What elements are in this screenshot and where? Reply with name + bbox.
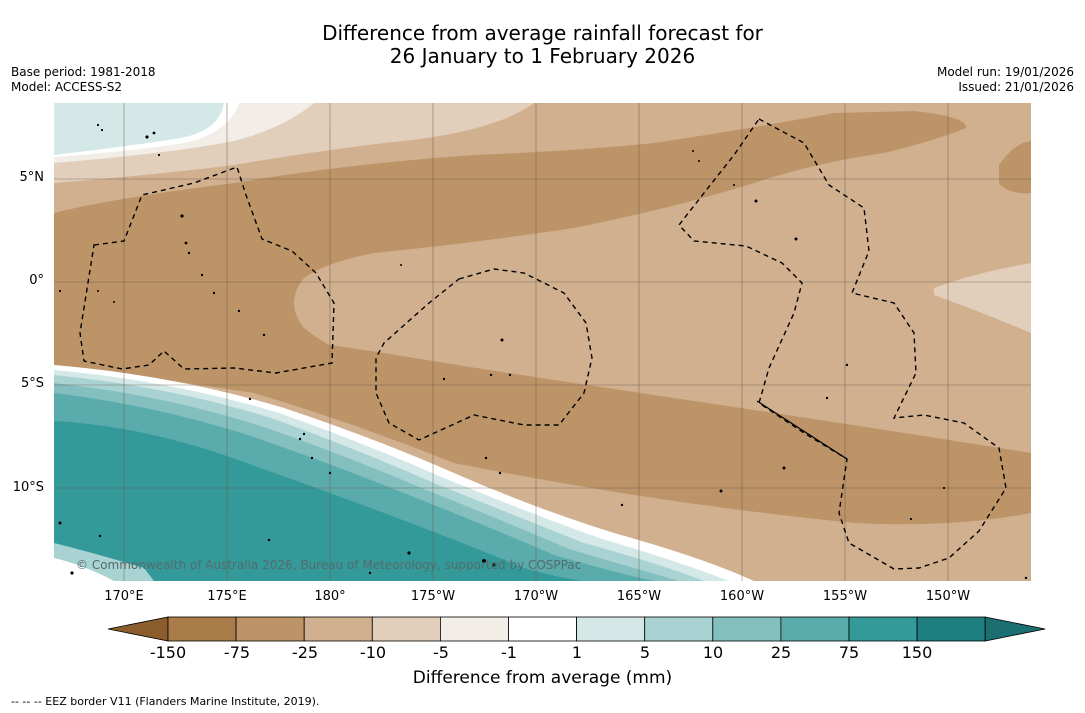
cb-tick-6: 1 bbox=[571, 643, 583, 662]
colorbar-cell-5 bbox=[508, 616, 577, 642]
cb-tick-9: 25 bbox=[770, 643, 792, 662]
band-south-dry bbox=[54, 303, 1031, 525]
lat-label-5s: 5°S bbox=[20, 376, 44, 391]
lon-label-180: 180° bbox=[314, 589, 346, 604]
lon-label-160w: 160°W bbox=[719, 589, 765, 604]
cb-tick-0: -150 bbox=[149, 643, 187, 662]
colorbar-cell-1 bbox=[235, 616, 305, 642]
lon-label-150w: 150°W bbox=[925, 589, 971, 604]
lon-label-170w: 170°W bbox=[513, 589, 559, 604]
colorbar-label: Difference from average (mm) bbox=[412, 668, 673, 688]
lon-label-170e: 170°E bbox=[104, 589, 144, 604]
colorbar bbox=[107, 616, 1046, 642]
band-sw-white bbox=[54, 558, 114, 581]
cb-tick-3: -10 bbox=[359, 643, 387, 662]
rainfall-map bbox=[54, 103, 1031, 581]
colorbar-cell-10 bbox=[848, 616, 918, 642]
lon-label-175w: 175°W bbox=[410, 589, 456, 604]
eez-footer-note: -- -- -- EEZ border V11 (Flanders Marine… bbox=[11, 695, 320, 708]
colorbar-cell-0 bbox=[167, 616, 237, 642]
cb-tick-4: -5 bbox=[433, 643, 449, 662]
map-title: Difference from average rainfall forecas… bbox=[0, 22, 1085, 68]
cb-tick-11: 150 bbox=[901, 643, 933, 662]
colorbar-cell-2 bbox=[303, 616, 373, 642]
cb-tick-5: -1 bbox=[501, 643, 517, 662]
meta-left: Base period: 1981-2018 Model: ACCESS-S2 bbox=[11, 65, 156, 95]
lat-label-5n: 5°N bbox=[19, 170, 45, 185]
colorbar-cell-6 bbox=[576, 616, 646, 642]
graticule bbox=[54, 103, 1031, 581]
colorbar-cell-9 bbox=[780, 616, 850, 642]
eez-borders bbox=[79, 118, 1007, 570]
band-north-dry bbox=[54, 111, 967, 365]
model-run: Model run: 19/01/2026 bbox=[936, 65, 1074, 79]
title-line-2: 26 January to 1 February 2026 bbox=[389, 44, 696, 68]
colorbar-cell-3 bbox=[371, 616, 441, 642]
lon-label-175e: 175°E bbox=[207, 589, 247, 604]
band-east-light bbox=[934, 263, 1031, 333]
lon-label-165w: 165°W bbox=[616, 589, 662, 604]
issued-date: Issued: 21/01/2026 bbox=[958, 80, 1074, 94]
band-top-teal bbox=[54, 103, 224, 155]
cb-tick-7: 5 bbox=[639, 643, 651, 662]
lat-label-0: 0° bbox=[29, 273, 44, 288]
cb-tick-8: 10 bbox=[702, 643, 724, 662]
cb-tick-2: -25 bbox=[291, 643, 319, 662]
lon-label-155w: 155°W bbox=[822, 589, 868, 604]
band-east-patch bbox=[999, 141, 1031, 194]
colorbar-cell-7 bbox=[644, 616, 714, 642]
eez-line-islands bbox=[678, 118, 1007, 570]
colorbar-cell-4 bbox=[439, 616, 509, 642]
meta-right: Model run: 19/01/2026 Issued: 21/01/2026 bbox=[937, 65, 1074, 95]
eez-phoenix bbox=[375, 268, 593, 441]
eez-kiribati-gilberts bbox=[79, 166, 335, 374]
base-period: Base period: 1981-2018 bbox=[11, 65, 156, 79]
colorbar-cell-8 bbox=[712, 616, 782, 642]
lat-label-10s: 10°S bbox=[12, 480, 44, 495]
cb-tick-10: 75 bbox=[838, 643, 860, 662]
band-wet-6 bbox=[54, 421, 584, 581]
model-name: Model: ACCESS-S2 bbox=[11, 80, 123, 94]
island-dots bbox=[58, 123, 1028, 580]
copyright-notice: © Commonwealth of Australia 2026, Bureau… bbox=[76, 558, 582, 572]
colorbar-extend-high bbox=[984, 616, 1046, 642]
title-line-1: Difference from average rainfall forecas… bbox=[322, 21, 763, 45]
colorbar-cell-11 bbox=[916, 616, 986, 642]
colorbar-extend-low bbox=[107, 616, 169, 642]
eez-solid-segment bbox=[756, 400, 848, 460]
cb-tick-1: -75 bbox=[223, 643, 251, 662]
